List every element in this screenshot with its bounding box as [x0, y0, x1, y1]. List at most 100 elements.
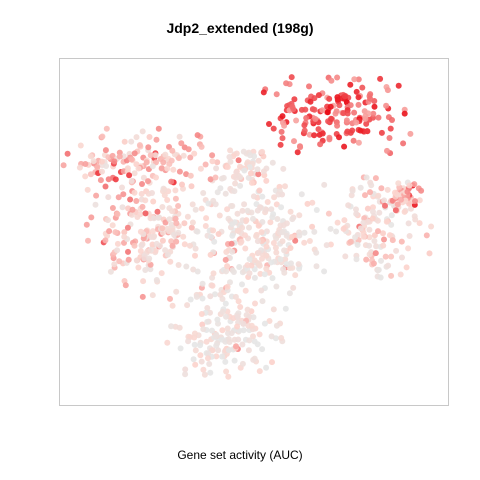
- scatter-point-center-mass: [309, 199, 316, 206]
- scatter-point-upper-left-band: [111, 158, 118, 165]
- scatter-point-top-hotspot: [351, 109, 358, 116]
- scatter-point-top-hotspot: [291, 96, 298, 103]
- scatter-point-upper-center-patch: [248, 179, 255, 186]
- scatter-point-bottom-mass: [190, 356, 197, 363]
- scatter-point-left-mass: [162, 219, 169, 226]
- scatter-point-right-lobe: [380, 242, 387, 249]
- scatter-point-left-mass: [181, 220, 188, 227]
- scatter-point-bottom-mass: [197, 352, 204, 359]
- scatter-point-center-mass: [273, 249, 280, 256]
- scatter-point-center-mass: [283, 220, 290, 227]
- scatter-point-left-mass: [105, 194, 112, 201]
- scatter-point-upper-left-band: [99, 133, 106, 140]
- scatter-point-left-mass: [141, 255, 148, 262]
- scatter-point-left-mass: [175, 203, 182, 209]
- scatter-point-top-hotspot: [355, 94, 362, 101]
- scatter-point-upper-center-patch: [246, 164, 253, 171]
- scatter-point-top-hotspot: [334, 96, 341, 103]
- scatter-point-bottom-mass: [177, 345, 184, 352]
- scatter-point-center-mass: [270, 240, 277, 246]
- scatter-point-right-lobe: [371, 232, 378, 239]
- scatter-point-left-mass: [137, 228, 144, 235]
- scatter-point-left-mass: [115, 194, 122, 201]
- scatter-point-left-mass: [109, 222, 116, 229]
- scatter-point-right-lobe: [321, 181, 328, 188]
- scatter-point-center-mass: [253, 233, 260, 240]
- scatter-point-right-lobe: [408, 205, 414, 212]
- scatter-point-bottom-mass: [219, 327, 226, 334]
- scatter-point-bottom-mass: [214, 316, 221, 323]
- scatter-point-center-mass: [250, 215, 256, 222]
- scatter-point-top-hotspot: [359, 84, 366, 91]
- scatter-point-center-mass: [287, 245, 294, 251]
- scatter-point-upper-left-band: [103, 125, 110, 132]
- scatter-point-right-lobe: [370, 204, 376, 211]
- scatter-point-top-hotspot: [266, 121, 272, 127]
- scatter-point-upper-center-patch: [212, 174, 219, 181]
- scatter-point-center-mass: [267, 219, 274, 226]
- scatter-point-center-mass: [278, 204, 285, 211]
- scatter-point-upper-left-band: [121, 138, 128, 145]
- scatter-point-bottom-mass: [207, 293, 214, 300]
- scatter-point-upper-left-band: [99, 168, 105, 175]
- scatter-point-top-hotspot: [389, 117, 395, 123]
- scatter-point-center-mass: [295, 261, 302, 268]
- scatter-point-bottom-mass: [226, 339, 233, 345]
- scatter-point-right-lobe: [364, 219, 371, 225]
- scatter-point-upper-left-band: [146, 134, 153, 140]
- scatter-point-left-mass: [125, 256, 132, 263]
- scatter-point-upper-left-band: [176, 133, 183, 140]
- scatter-point-top-hotspot: [343, 117, 350, 124]
- scatter-point-upper-left-band: [60, 162, 67, 169]
- scatter-point-top-hotspot: [270, 125, 277, 132]
- scatter-point-far-right-arm: [401, 208, 408, 215]
- scatter-point-bottom-mass: [240, 320, 247, 327]
- scatter-point-left-mass: [167, 258, 174, 265]
- scatter-point-center-mass: [280, 266, 287, 273]
- scatter-point-right-lobe: [405, 245, 412, 252]
- scatter-point-left-mass: [121, 233, 128, 240]
- scatter-point-left-mass: [137, 248, 144, 254]
- scatter-point-left-mass: [142, 210, 149, 217]
- scatter-point-bottom-mass: [204, 318, 211, 325]
- scatter-point-bottom-mass: [205, 355, 211, 362]
- scatter-point-right-lobe: [360, 233, 367, 240]
- scatter-point-bottom-mass: [192, 347, 199, 354]
- scatter-point-center-mass: [210, 227, 217, 234]
- scatter-point-center-mass: [203, 215, 210, 222]
- scatter-point-center-mass: [229, 248, 236, 255]
- scatter-point-upper-left-band: [131, 150, 138, 157]
- scatter-point-right-lobe: [372, 250, 379, 257]
- scatter-point-bottom-mass: [209, 282, 216, 289]
- scatter-point-bottom-mass: [246, 337, 253, 344]
- scatter-point-bottom-mass: [168, 323, 175, 330]
- scatter-point-upper-left-band: [176, 168, 183, 175]
- scatter-point-bottom-mass: [250, 314, 257, 321]
- scatter-point-bottom-mass: [203, 338, 210, 345]
- scatter-point-center-mass: [214, 189, 221, 196]
- scatter-point-upper-center-patch: [226, 154, 233, 160]
- scatter-point-bottom-mass: [199, 295, 206, 302]
- scatter-point-upper-left-band: [143, 159, 150, 166]
- scatter-point-upper-left-band: [109, 152, 116, 159]
- scatter-point-bottom-mass: [256, 331, 263, 338]
- scatter-point-center-mass: [229, 232, 236, 239]
- scatter-point-right-lobe: [403, 264, 410, 271]
- scatter-point-center-mass: [223, 268, 230, 275]
- scatter-point-left-mass: [172, 187, 179, 194]
- scatter-point-top-hotspot: [336, 134, 342, 141]
- scatter-point-center-mass: [228, 240, 235, 247]
- scatter-point-left-mass: [181, 241, 188, 248]
- scatter-point-right-lobe: [366, 226, 373, 233]
- scatter-point-top-hotspot: [355, 139, 362, 146]
- scatter-point-center-mass: [279, 238, 286, 245]
- scatter-point-upper-left-band: [155, 125, 162, 132]
- scatter-point-right-lobe: [406, 233, 413, 239]
- scatter-point-bottom-mass: [225, 373, 232, 380]
- scatter-point-upper-center-patch: [231, 188, 238, 195]
- scatter-point-left-mass: [102, 237, 109, 244]
- scatter-point-center-mass: [255, 222, 262, 229]
- scatter-point-left-mass: [168, 178, 175, 185]
- scatter-point-right-lobe: [363, 256, 370, 263]
- scatter-point-bottom-mass: [192, 361, 199, 368]
